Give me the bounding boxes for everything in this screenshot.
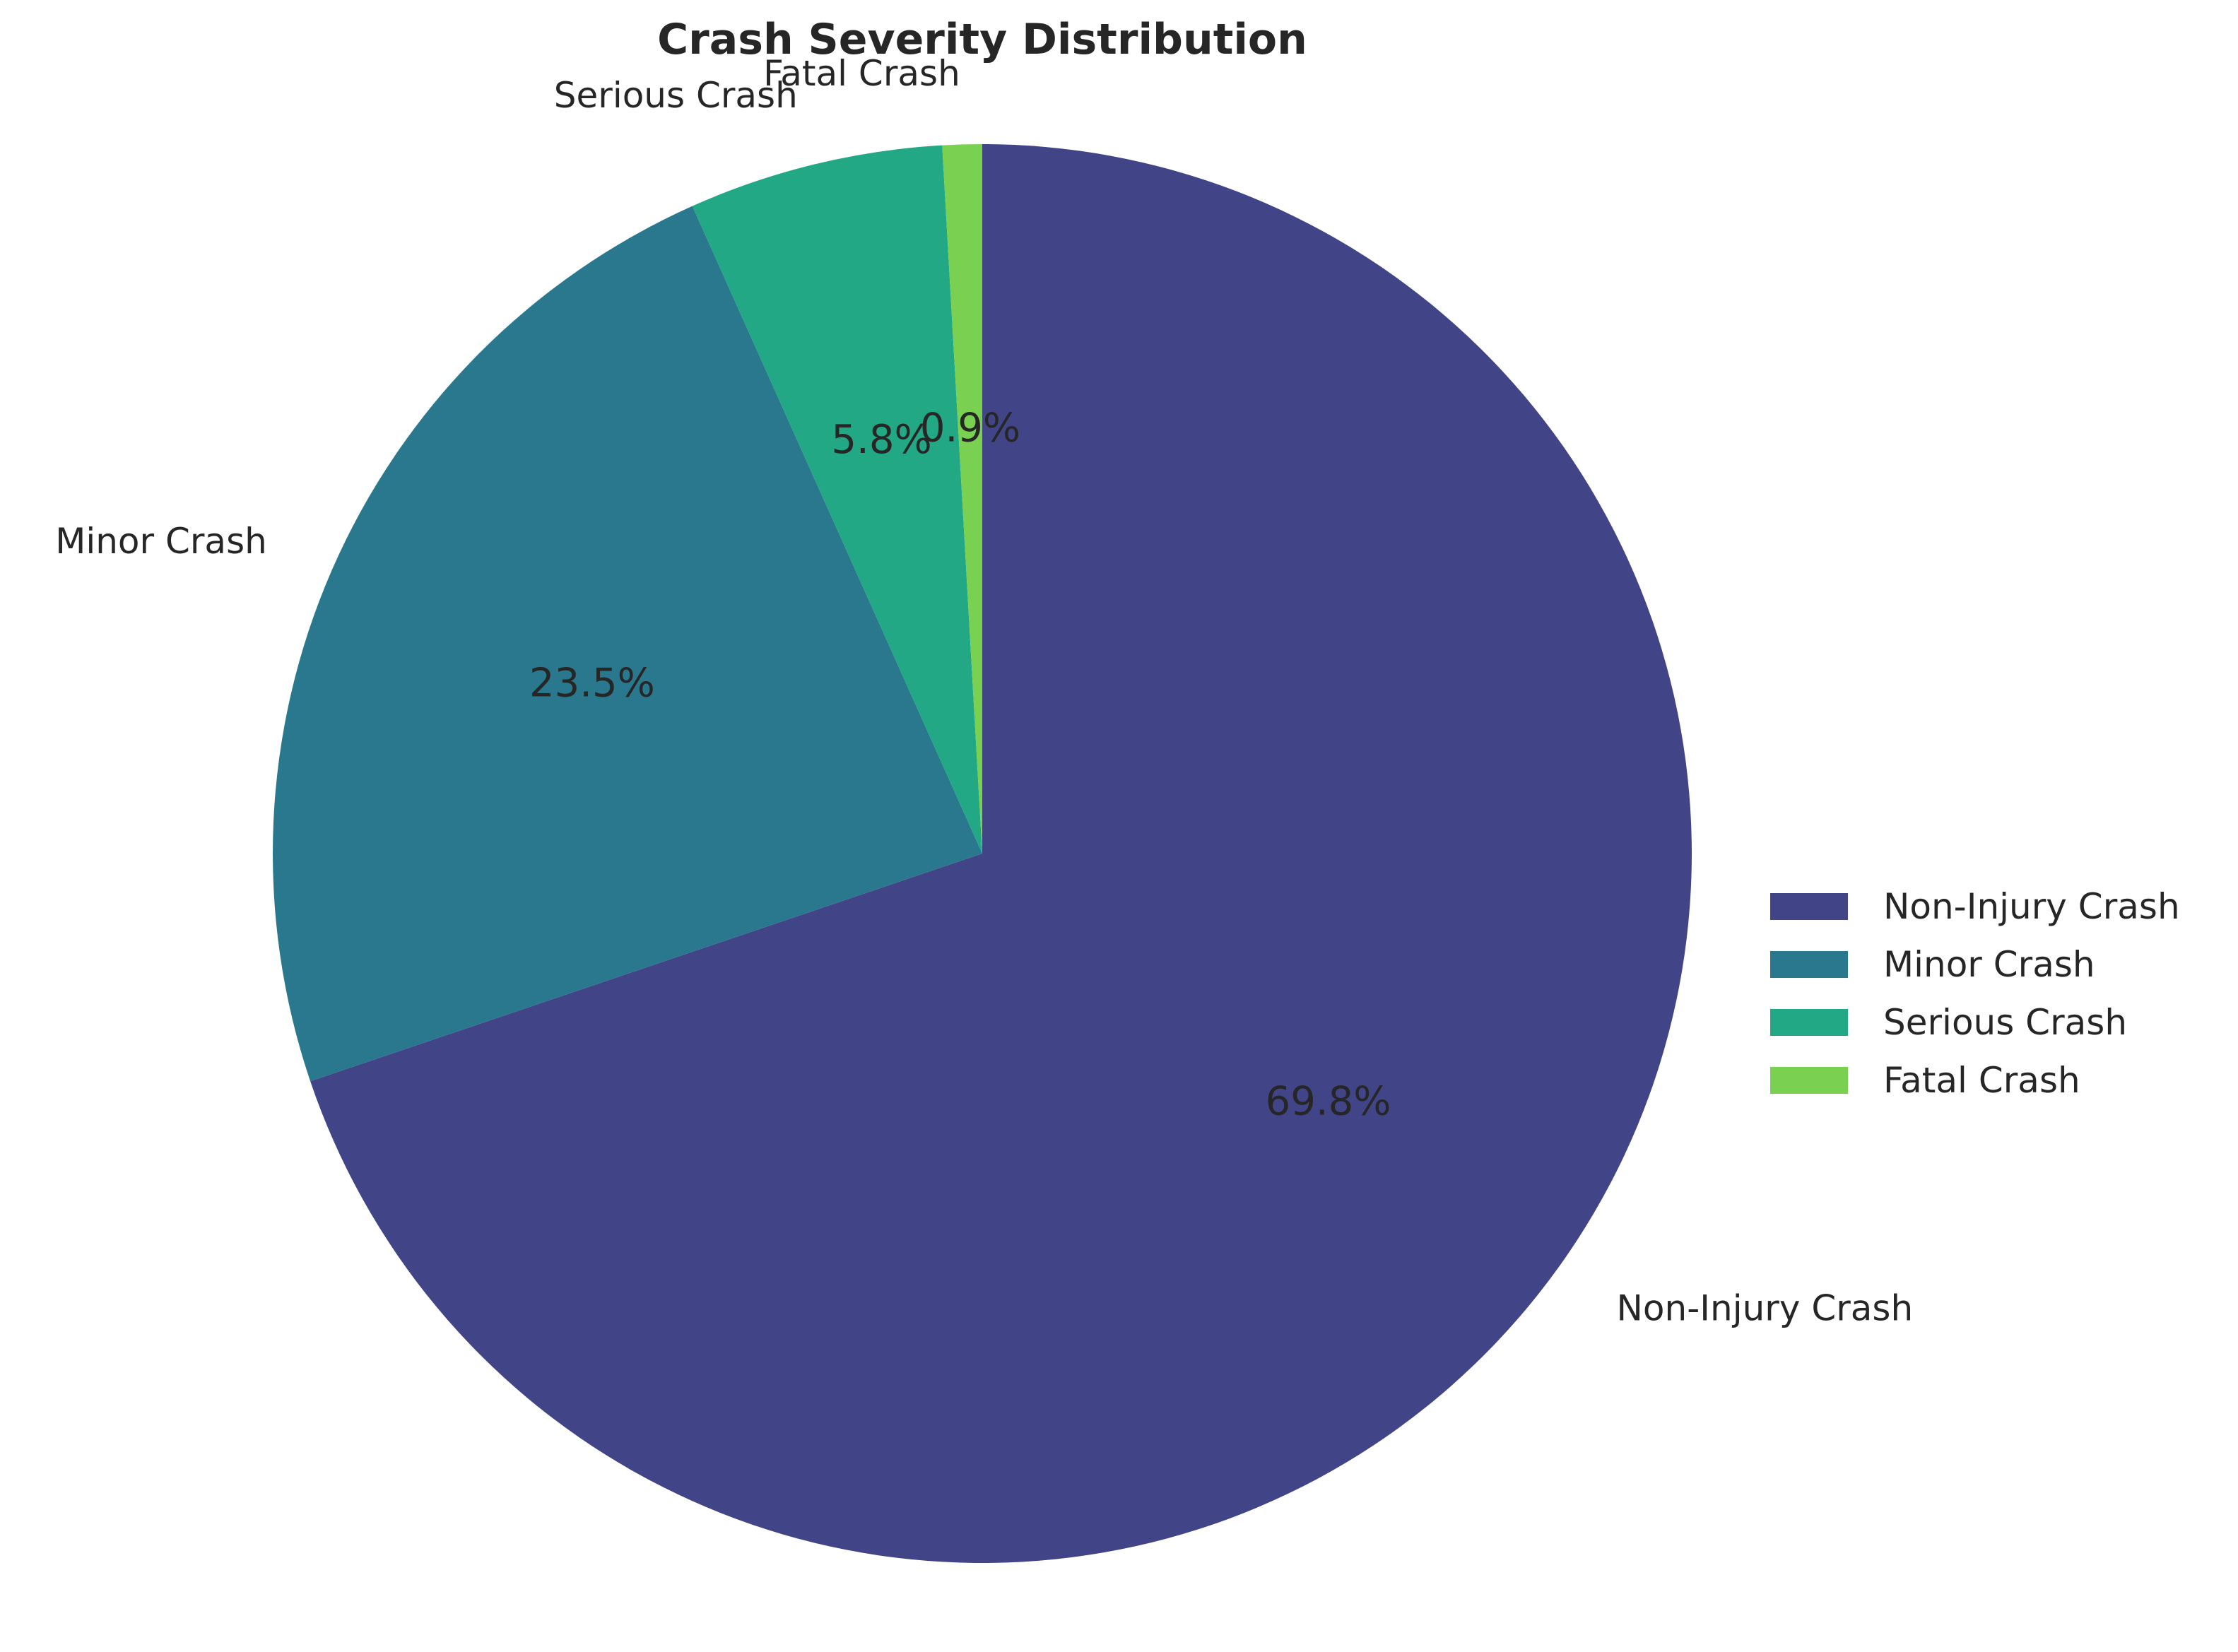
chart-title: Crash Severity Distribution bbox=[657, 15, 1307, 64]
legend-swatch-fatal-crash bbox=[1770, 1067, 1848, 1094]
legend-item-fatal-crash: Fatal Crash bbox=[1770, 1060, 2080, 1101]
pie-slice-fatal-crash bbox=[942, 144, 982, 854]
legend-swatch-serious-crash bbox=[1770, 1009, 1848, 1036]
legend-item-minor-crash: Minor Crash bbox=[1770, 944, 2095, 985]
pie-slice-minor-crash bbox=[272, 206, 982, 1082]
legend-label-minor-crash: Minor Crash bbox=[1883, 944, 2095, 985]
pie-slices bbox=[272, 144, 1692, 1563]
slice-percent-minor-crash: 23.5% bbox=[529, 661, 655, 707]
legend-item-serious-crash: Serious Crash bbox=[1770, 1002, 2127, 1043]
legend-swatch-non-injury-crash bbox=[1770, 893, 1848, 920]
slice-percent-non-injury-crash: 69.8% bbox=[1266, 1079, 1391, 1125]
slice-percent-serious-crash: 5.8% bbox=[831, 417, 931, 463]
legend-label-serious-crash: Serious Crash bbox=[1883, 1002, 2127, 1043]
legend-label-fatal-crash: Fatal Crash bbox=[1883, 1060, 2080, 1101]
legend-swatch-minor-crash bbox=[1770, 951, 1848, 978]
legend-label-non-injury-crash: Non-Injury Crash bbox=[1883, 886, 2180, 927]
pie-slice-non-injury-crash bbox=[310, 144, 1692, 1563]
slice-label-non-injury-crash: Non-Injury Crash bbox=[1617, 1288, 1914, 1329]
legend: Non-Injury Crash Minor Crash Serious Crash… bbox=[1770, 886, 2180, 1101]
legend-item-non-injury-crash: Non-Injury Crash bbox=[1770, 886, 2180, 927]
slice-category-labels: Non-Injury Crash Minor Crash Serious Crash… bbox=[55, 53, 1913, 1328]
slice-label-fatal-crash: Fatal Crash bbox=[763, 53, 960, 94]
slice-percent-labels: 69.8% 23.5% 5.8%0.9% bbox=[529, 405, 1391, 1124]
pie-slice-serious-crash bbox=[692, 145, 982, 854]
slice-label-serious-crash: Serious Crash bbox=[554, 75, 798, 116]
slice-label-minor-crash: Minor Crash bbox=[55, 521, 267, 562]
slice-percent-fatal-crash: 0.9% bbox=[920, 405, 1020, 451]
